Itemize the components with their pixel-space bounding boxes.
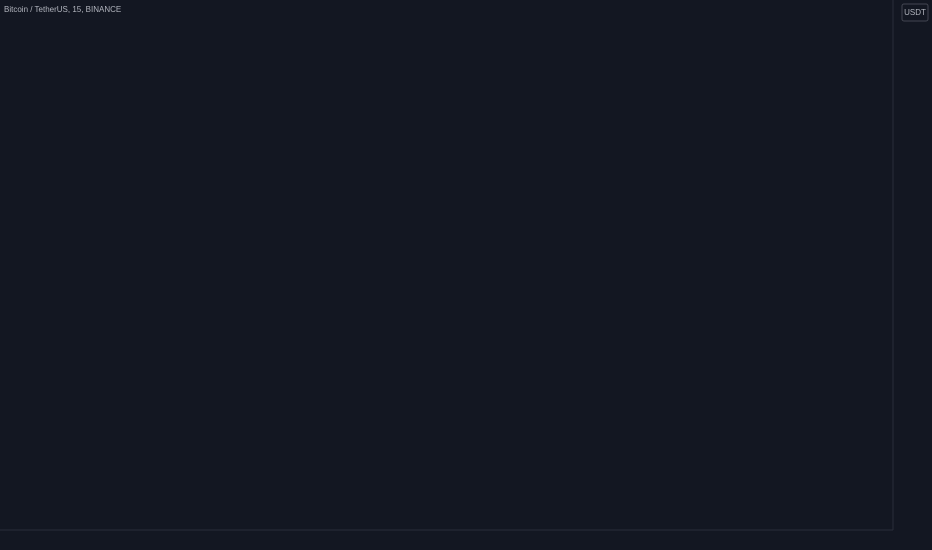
time-axis: [0, 530, 893, 550]
chart-title: Bitcoin / TetherUS, 15, BINANCE: [4, 5, 121, 14]
currency: USDT: [904, 8, 926, 17]
currency-box[interactable]: [901, 3, 929, 22]
price-axis: [893, 0, 932, 550]
